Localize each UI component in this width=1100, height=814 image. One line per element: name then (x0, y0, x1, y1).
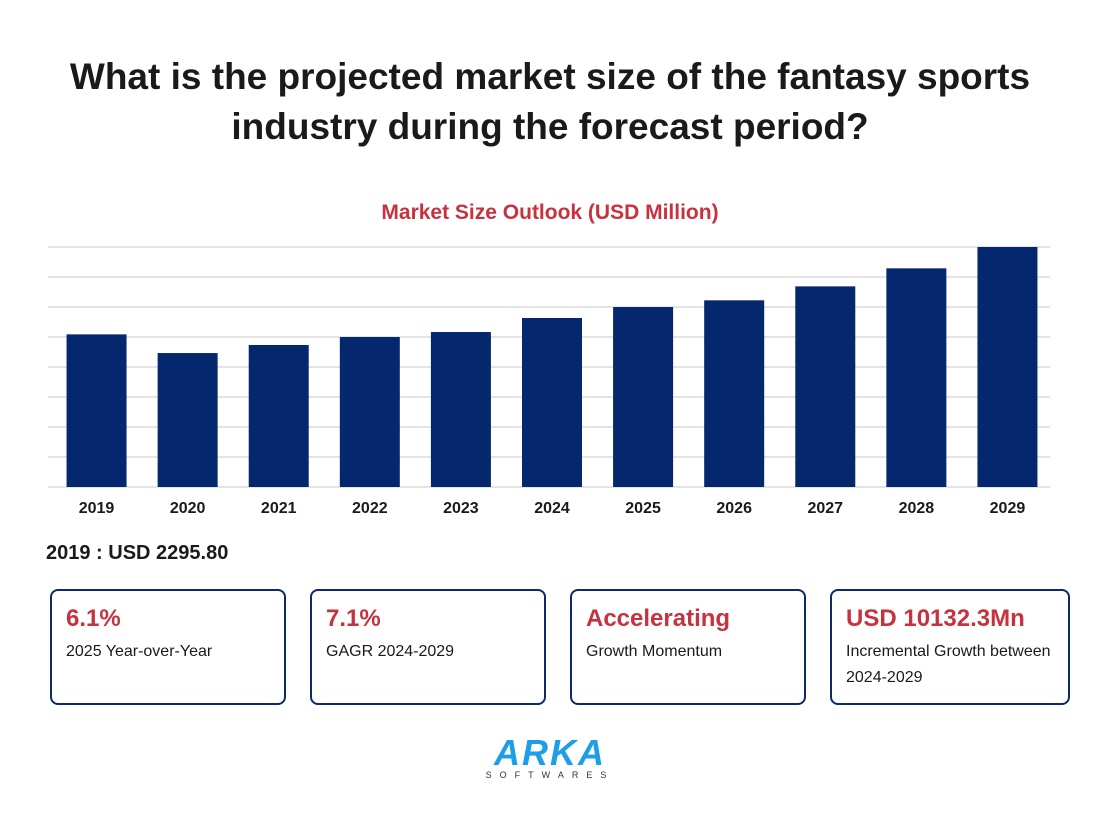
bar-2025 (613, 307, 674, 487)
bar-chart: 2019 2020 2021 2022 2023 2024 2025 2026 2027 2028… (48, 246, 1050, 517)
bar-2026 (704, 300, 765, 487)
x-tick-label: 2021 (261, 500, 297, 517)
x-tick-label: 2022 (352, 500, 388, 517)
x-tick-label: 2020 (170, 500, 206, 517)
x-tick-label: 2027 (807, 500, 843, 517)
bar-2020 (157, 353, 218, 487)
first-year-value: 2019 : USD 2295.80 (46, 542, 229, 564)
x-tick-label: 2028 (899, 500, 935, 517)
stat-card-yoy: 6.1% 2025 Year-over-Year (50, 589, 286, 705)
arka-logo: ARKA SOFTWARES (486, 735, 615, 780)
x-tick-label: 2024 (534, 500, 570, 517)
stat-label: Incremental Growth between 2024-2029 (846, 643, 1051, 686)
bar-2028 (886, 268, 947, 487)
stat-value: USD 10132.3Mn (846, 605, 1025, 632)
stat-card-incremental: USD 10132.3Mn Incremental Growth between… (830, 589, 1070, 705)
x-tick-label: 2023 (443, 500, 479, 517)
bar-2023 (430, 332, 491, 487)
stat-value: Accelerating (586, 605, 731, 632)
bar-2021 (248, 344, 309, 487)
bar-2019 (66, 334, 127, 487)
bar-2029 (977, 247, 1038, 487)
x-tick-label: 2019 (79, 500, 115, 517)
logo-text: ARKA (493, 735, 606, 773)
page-title: What is the projected market size of the… (69, 56, 1031, 147)
stat-value: 7.1% (326, 605, 381, 632)
stat-label: GAGR 2024-2029 (326, 643, 455, 660)
chart-title: Market Size Outlook (USD Million) (381, 201, 719, 224)
stat-label: 2025 Year-over-Year (66, 643, 213, 660)
x-tick-label: 2029 (990, 500, 1026, 517)
stat-label: Growth Momentum (586, 643, 723, 660)
logo-subtext: SOFTWARES (486, 770, 615, 780)
bar-2024 (522, 318, 582, 487)
x-tick-label: 2026 (716, 500, 752, 517)
bar-2027 (795, 286, 856, 487)
bar-2022 (339, 337, 400, 487)
stat-card-momentum: Accelerating Growth Momentum (570, 589, 806, 705)
stat-value: 6.1% (66, 605, 121, 632)
stat-card-cagr: 7.1% GAGR 2024-2029 (310, 589, 546, 705)
x-tick-label: 2025 (625, 500, 661, 517)
